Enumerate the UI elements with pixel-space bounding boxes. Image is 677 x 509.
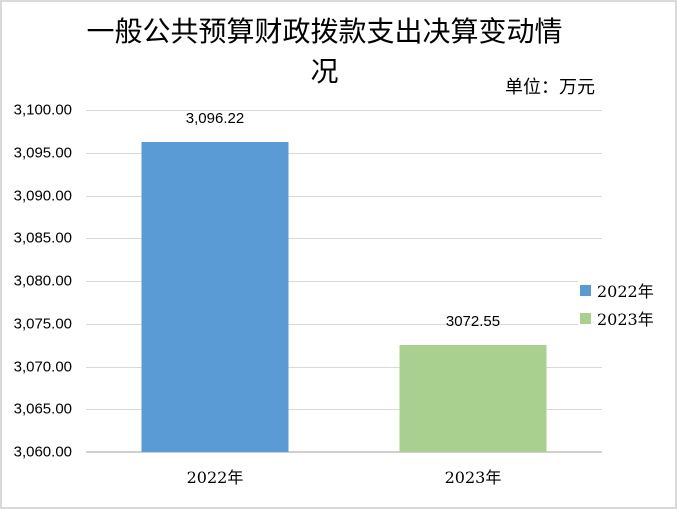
y-axis-tick-label: 3,060.00 (13, 443, 72, 461)
bar-value-label: 3,096.22 (185, 110, 245, 128)
y-axis-tick-label: 3,070.00 (13, 358, 72, 375)
legend-item-2023年: 2023年 (580, 304, 654, 332)
bar-slot-2022年: 3,096.22 (86, 110, 344, 452)
gridline (86, 409, 602, 411)
legend-item-2022年: 2022年 (580, 276, 654, 304)
chart-title-line1: 一般公共预算财政拨款支出决算变动情 (86, 15, 563, 48)
bar-value-label: 3072.55 (445, 312, 501, 330)
gridline (86, 281, 602, 282)
y-axis: 3,100.00 3,095.00 3,090.00 3,085.00 3,080.00… (2, 102, 72, 461)
legend-swatch-icon (580, 284, 591, 296)
x-axis-category-label: 2022年 (186, 468, 244, 487)
chart-title-line2: 况 (310, 55, 339, 88)
y-axis-tick-label: 3,090.00 (13, 187, 72, 204)
plot-area: 2022年 3,096.22 2023年 3072.55 (86, 110, 602, 487)
gridline (86, 110, 602, 111)
gridline (86, 152, 602, 154)
legend-swatch-icon (580, 312, 591, 324)
unit-label: 单位：万元 (505, 77, 595, 98)
gridline (86, 323, 602, 325)
y-axis-tick-label: 3,065.00 (13, 400, 72, 418)
y-axis-tick-label: 3,080.00 (13, 272, 72, 290)
legend-label: 2022年 (597, 282, 654, 301)
chart-title: 一般公共预算财政拨款支出决算变动情 况 (2, 12, 647, 92)
bar-2022年 (141, 142, 289, 452)
y-axis-tick-label: 3,095.00 (13, 144, 72, 162)
x-axis-category-label: 2023年 (444, 468, 502, 487)
gridline (86, 238, 602, 240)
y-axis-tick-label: 3,100.00 (13, 101, 72, 119)
gridline (86, 195, 602, 197)
x-axis-line (86, 451, 602, 453)
bar-2023年 (399, 344, 547, 452)
gridline (86, 366, 602, 368)
legend-label: 2023年 (597, 310, 654, 329)
y-axis-tick-label: 3,085.00 (13, 229, 72, 247)
bar-slot-2023年: 3072.55 (344, 110, 602, 452)
chart-legend: 2022年 2023年 (578, 276, 656, 332)
y-axis-tick-label: 3,075.00 (13, 315, 72, 333)
